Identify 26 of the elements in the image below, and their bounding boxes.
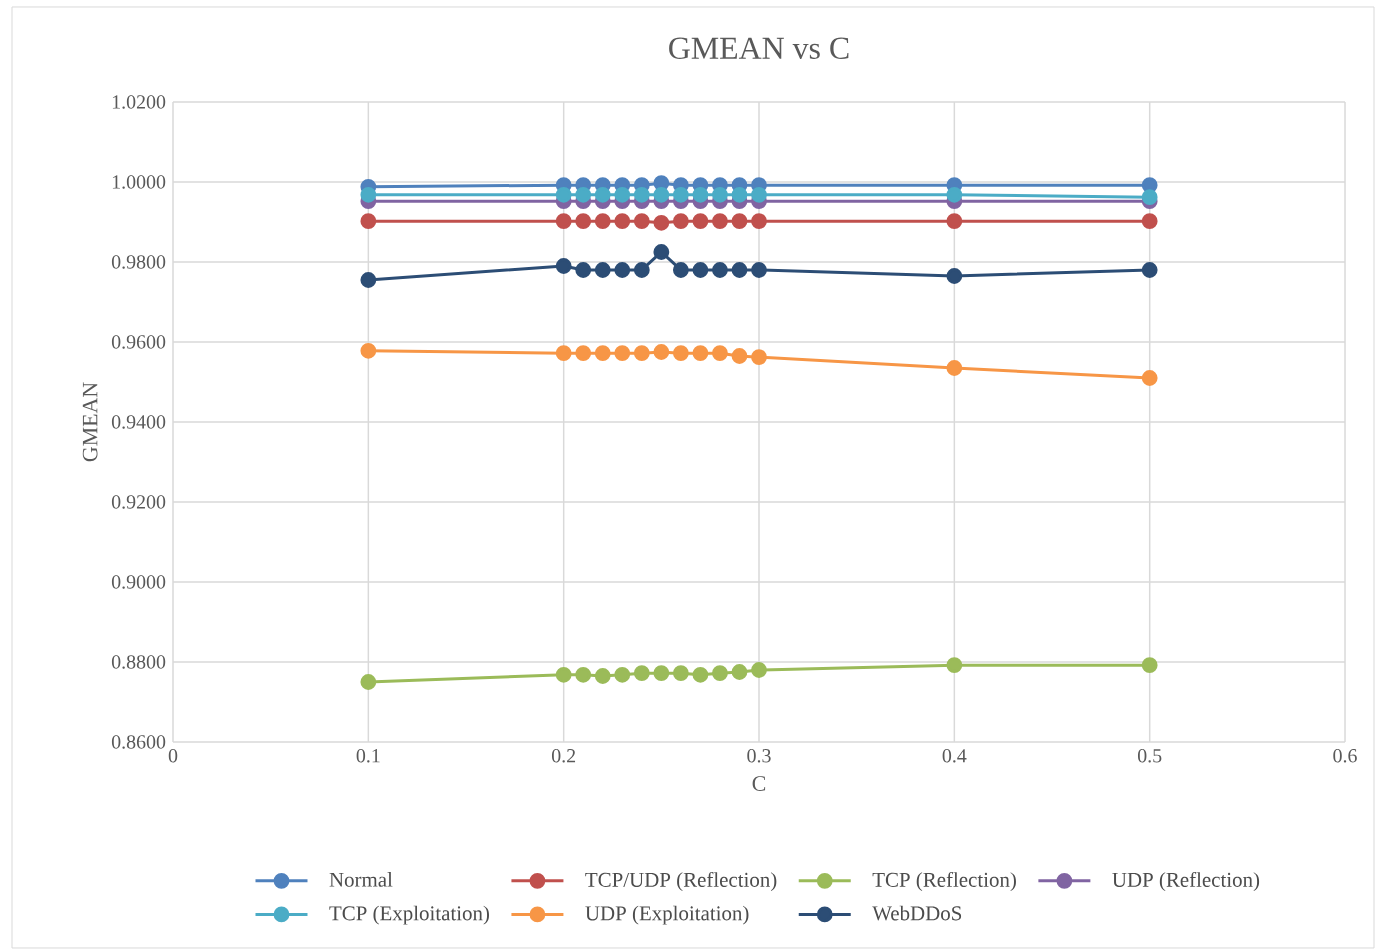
y-tick-label: 0.8600	[111, 735, 166, 749]
legend-label: TCP/UDP (Reflection)	[585, 871, 777, 892]
y-tick-label: 0.9800	[111, 255, 166, 269]
x-tick-label: 0.5	[1137, 749, 1162, 763]
chart-title: GMEAN vs C	[669, 37, 849, 59]
legend-label: TCP (Reflection)	[872, 871, 1016, 892]
x-tick-label: 0.4	[942, 749, 967, 763]
legend-label: WebDDoS	[872, 905, 962, 921]
x-tick-label: 0	[168, 749, 178, 763]
legend-label: UDP (Exploitation)	[585, 905, 749, 925]
x-tick-label: 0.1	[356, 749, 380, 763]
y-axis-title: GMEAN	[82, 382, 98, 462]
y-tick-label: 0.9000	[111, 575, 166, 589]
y-tick-label: 0.8800	[111, 655, 166, 669]
legend-label: Normal	[329, 872, 393, 887]
y-tick-label: 0.9400	[111, 415, 166, 429]
x-axis-title: C	[752, 776, 766, 791]
legend-label: TCP (Exploitation)	[329, 905, 490, 925]
x-tick-label: 0.3	[747, 749, 771, 763]
x-tick-label: 0.6	[1333, 749, 1357, 763]
legend-label: UDP (Reflection)	[1112, 871, 1260, 892]
y-tick-label: 0.9600	[111, 335, 166, 349]
x-tick-label: 0.2	[551, 749, 576, 763]
y-tick-label: 0.9200	[111, 495, 166, 509]
y-tick-label: 1.0000	[112, 175, 166, 189]
y-tick-label: 1.0200	[112, 95, 166, 109]
